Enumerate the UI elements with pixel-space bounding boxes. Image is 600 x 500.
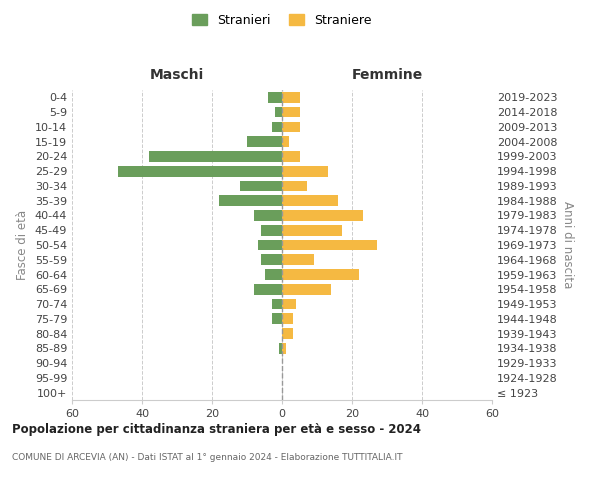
Bar bbox=[282, 298, 296, 310]
Bar bbox=[118, 166, 282, 176]
Bar bbox=[149, 151, 282, 162]
Text: COMUNE DI ARCEVIA (AN) - Dati ISTAT al 1° gennaio 2024 - Elaborazione TUTTITALIA: COMUNE DI ARCEVIA (AN) - Dati ISTAT al 1… bbox=[12, 452, 403, 462]
Text: Popolazione per cittadinanza straniera per età e sesso - 2024: Popolazione per cittadinanza straniera p… bbox=[12, 422, 421, 436]
Bar bbox=[282, 314, 293, 324]
Legend: Stranieri, Straniere: Stranieri, Straniere bbox=[187, 8, 377, 32]
Bar bbox=[282, 92, 299, 102]
Bar bbox=[282, 284, 331, 294]
Bar bbox=[282, 107, 299, 118]
Bar bbox=[282, 180, 307, 192]
Bar bbox=[278, 343, 282, 353]
Bar bbox=[282, 210, 362, 221]
Bar bbox=[282, 240, 377, 250]
Bar bbox=[271, 314, 282, 324]
Bar bbox=[261, 254, 282, 265]
Bar bbox=[275, 107, 282, 118]
Bar bbox=[240, 180, 282, 192]
Bar bbox=[282, 225, 341, 235]
Bar bbox=[271, 298, 282, 310]
Bar bbox=[271, 122, 282, 132]
Bar bbox=[265, 269, 282, 280]
Bar bbox=[282, 328, 293, 339]
Text: Femmine: Femmine bbox=[352, 68, 422, 82]
Bar bbox=[268, 92, 282, 102]
Bar bbox=[219, 196, 282, 206]
Bar bbox=[254, 210, 282, 221]
Bar bbox=[282, 254, 314, 265]
Bar bbox=[282, 166, 328, 176]
Bar bbox=[254, 284, 282, 294]
Text: Maschi: Maschi bbox=[150, 68, 204, 82]
Bar bbox=[282, 343, 286, 353]
Y-axis label: Fasce di età: Fasce di età bbox=[16, 210, 29, 280]
Y-axis label: Anni di nascita: Anni di nascita bbox=[561, 202, 574, 288]
Bar bbox=[282, 196, 338, 206]
Bar bbox=[257, 240, 282, 250]
Bar bbox=[282, 122, 299, 132]
Bar bbox=[282, 151, 299, 162]
Bar bbox=[247, 136, 282, 147]
Bar bbox=[282, 269, 359, 280]
Bar bbox=[282, 136, 289, 147]
Bar bbox=[261, 225, 282, 235]
